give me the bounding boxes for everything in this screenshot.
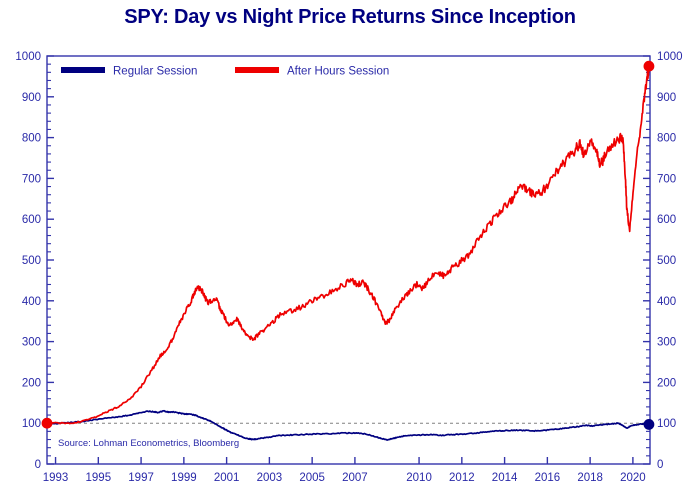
data-point-marker (41, 417, 53, 429)
chart-legend[interactable]: Regular Session After Hours Session (61, 66, 389, 78)
y-axis-tick-label-right: 100 (657, 418, 676, 430)
x-axis-tick-label: 2014 (492, 472, 518, 484)
y-axis-tick-label-right: 700 (657, 173, 676, 185)
axis-tick-labels: 0 0 100 100 200 200 300 300 400 400 500 500 600 600 70… (15, 51, 682, 484)
x-axis-tick-label: 2012 (449, 472, 475, 484)
y-axis-tick-label-right: 900 (657, 92, 676, 104)
axis-ticks (47, 55, 650, 465)
y-axis-tick-label-right: 300 (657, 337, 676, 349)
x-axis-tick-label: 1995 (86, 472, 112, 484)
axis-frame (46, 55, 651, 465)
y-axis-tick-label-left: 900 (22, 92, 41, 104)
data-point-marker (643, 419, 655, 430)
y-axis-tick-label-left: 200 (22, 377, 41, 389)
x-axis-tick-label: 1999 (171, 472, 197, 484)
y-axis-tick-label-right: 1000 (657, 51, 683, 63)
y-axis-tick-label-left: 800 (22, 133, 41, 145)
y-axis-tick-label-left: 1000 (15, 51, 41, 63)
endpoint-markers (41, 60, 655, 430)
y-axis-tick-label-left: 400 (22, 296, 41, 308)
y-axis-tick-label-left: 700 (22, 173, 41, 185)
y-axis-tick-label-left: 500 (22, 255, 41, 267)
x-axis-tick-label: 2010 (406, 472, 432, 484)
x-axis-tick-label: 2020 (620, 472, 646, 484)
x-axis-tick-label: 2016 (535, 472, 561, 484)
x-axis-tick-label: 1993 (43, 472, 69, 484)
x-axis-tick-label: 2001 (214, 472, 240, 484)
source-label: Source: Lohman Econometrics, Bloomberg (58, 438, 239, 449)
data-point-marker (643, 60, 655, 72)
series-line-regular-session (46, 409, 650, 441)
x-axis-tick-label: 2003 (257, 472, 283, 484)
series-line-after-hours-session (46, 65, 650, 425)
y-axis-tick-label-right: 600 (657, 214, 676, 226)
source-note: Source: Lohman Econometrics, Bloomberg (58, 438, 239, 449)
page-title: SPY: Day vs Night Price Returns Since In… (124, 6, 576, 28)
y-axis-tick-label-left: 100 (22, 418, 41, 430)
y-axis-tick-label-right: 400 (657, 296, 676, 308)
x-axis-tick-label: 2005 (299, 472, 325, 484)
x-axis-tick-label: 2018 (577, 472, 603, 484)
y-axis-tick-label-left: 300 (22, 337, 41, 349)
y-axis-tick-label-right: 800 (657, 133, 676, 145)
x-axis-tick-label: 1997 (128, 472, 154, 484)
y-axis-tick-label-left: 600 (22, 214, 41, 226)
series-layer (46, 65, 650, 441)
y-axis-tick-label-right: 0 (657, 459, 663, 471)
x-axis-tick-label: 2007 (342, 472, 368, 484)
y-axis-tick-label-left: 0 (35, 459, 41, 471)
legend-label[interactable]: Regular Session (113, 66, 197, 78)
y-axis-tick-label-right: 200 (657, 377, 676, 389)
legend-label[interactable]: After Hours Session (287, 66, 389, 78)
y-axis-tick-label-right: 500 (657, 255, 676, 267)
